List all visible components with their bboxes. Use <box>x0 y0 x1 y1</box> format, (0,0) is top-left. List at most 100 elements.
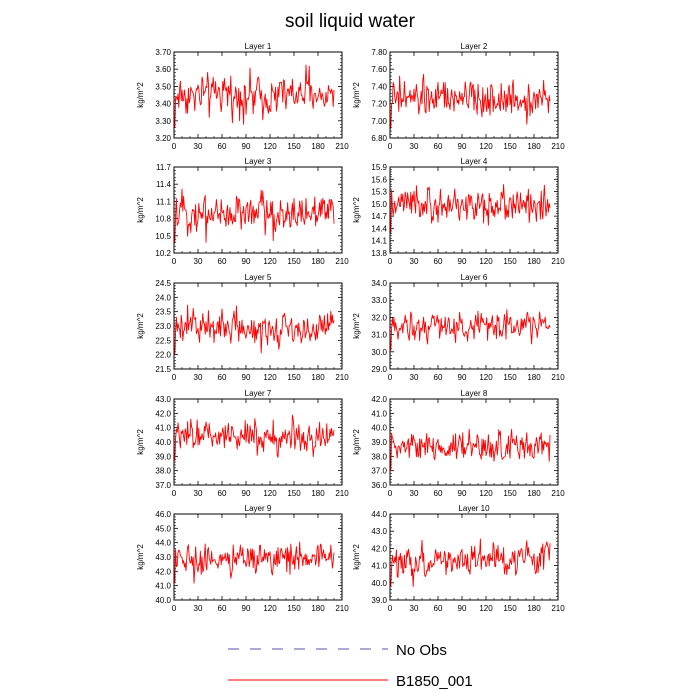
x-tick-label: 150 <box>503 142 517 151</box>
y-tick-label: 3.60 <box>155 65 171 74</box>
y-tick-label: 10.2 <box>155 249 171 258</box>
y-tick-label: 23.0 <box>155 322 171 331</box>
y-tick-label: 15.3 <box>371 188 387 197</box>
plot-frame <box>173 166 343 254</box>
x-tick-label: 210 <box>335 373 349 382</box>
y-tick-label: 7.60 <box>371 65 387 74</box>
x-tick-label: 0 <box>172 142 177 151</box>
y-tick-label: 29.0 <box>371 365 387 374</box>
x-tick-label: 120 <box>263 257 277 266</box>
x-tick-label: 120 <box>479 373 493 382</box>
x-tick-label: 30 <box>410 373 419 382</box>
y-tick-label: 33.0 <box>371 296 387 305</box>
panel-layer-3: Layer 3 kg/m^2 0 30 60 90 120 150 180 210 10.2 10.5… <box>136 157 349 266</box>
series-line-b1850-001 <box>390 73 551 129</box>
y-tick-label: 42.0 <box>155 567 171 576</box>
panel-layer-4: Layer 4 kg/m^2 0 30 60 90 120 150 180 210 13.8 14.1… <box>352 157 565 266</box>
x-tick-label: 60 <box>434 373 443 382</box>
y-tick-label: 13.8 <box>371 249 387 258</box>
x-tick-label: 210 <box>335 257 349 266</box>
x-tick-label: 150 <box>287 142 301 151</box>
x-tick-label: 210 <box>551 489 565 498</box>
y-tick-label: 45.0 <box>155 524 171 533</box>
x-tick-label: 180 <box>311 373 325 382</box>
x-tick-label: 150 <box>503 604 517 613</box>
x-tick-label: 30 <box>410 142 419 151</box>
x-tick-label: 150 <box>287 257 301 266</box>
x-tick-label: 90 <box>458 373 467 382</box>
x-tick-label: 0 <box>172 604 177 613</box>
x-tick-label: 30 <box>194 604 203 613</box>
y-tick-label: 42.0 <box>371 544 387 553</box>
plot-frame <box>389 513 559 601</box>
x-tick-label: 120 <box>479 142 493 151</box>
y-tick-label: 7.80 <box>371 48 387 57</box>
y-tick-label: 3.30 <box>155 117 171 126</box>
x-tick-label: 0 <box>172 257 177 266</box>
y-tick-label: 3.70 <box>155 48 171 57</box>
legend-label-b1850: B1850_001 <box>396 673 473 690</box>
series-line-b1850-001 <box>390 538 551 587</box>
panel-title: Layer 9 <box>245 504 272 513</box>
y-tick-label: 14.1 <box>371 237 387 246</box>
y-tick-label: 3.50 <box>155 82 171 91</box>
y-tick-label: 46.0 <box>155 510 171 519</box>
panel-title: Layer 10 <box>458 504 490 513</box>
y-tick-label: 39.0 <box>371 438 387 447</box>
y-tick-label: 7.00 <box>371 117 387 126</box>
x-tick-label: 180 <box>527 489 541 498</box>
x-tick-label: 90 <box>242 142 251 151</box>
series-line-b1850-001 <box>174 64 335 128</box>
x-tick-label: 30 <box>194 142 203 151</box>
x-tick-label: 180 <box>527 142 541 151</box>
y-tick-label: 37.0 <box>371 467 387 476</box>
plot-frame <box>389 166 559 254</box>
y-tick-label: 10.8 <box>155 215 171 224</box>
x-tick-label: 60 <box>218 373 227 382</box>
y-tick-label: 41.0 <box>371 409 387 418</box>
legend-label-no-obs: No Obs <box>396 642 447 659</box>
x-tick-label: 150 <box>503 257 517 266</box>
y-tick-label: 44.0 <box>155 539 171 548</box>
y-tick-label: 40.0 <box>371 424 387 433</box>
x-tick-label: 120 <box>263 604 277 613</box>
x-tick-label: 210 <box>551 604 565 613</box>
y-axis-label: kg/m^2 <box>352 429 361 455</box>
y-tick-label: 41.0 <box>155 582 171 591</box>
y-tick-label: 14.4 <box>371 224 387 233</box>
x-tick-label: 150 <box>287 373 301 382</box>
x-tick-label: 60 <box>218 604 227 613</box>
x-tick-label: 210 <box>551 142 565 151</box>
y-tick-label: 41.0 <box>155 424 171 433</box>
panel-layer-7: Layer 7 kg/m^2 0 30 60 90 120 150 180 210 37.0 38.0… <box>136 389 349 498</box>
x-tick-label: 120 <box>479 489 493 498</box>
y-tick-label: 14.7 <box>371 212 387 221</box>
panel-title: Layer 6 <box>461 273 488 282</box>
y-tick-label: 7.20 <box>371 100 387 109</box>
y-tick-label: 43.0 <box>155 553 171 562</box>
y-axis-label: kg/m^2 <box>136 197 145 223</box>
x-tick-label: 120 <box>263 142 277 151</box>
x-tick-label: 0 <box>388 373 393 382</box>
panel-layer-9: Layer 9 kg/m^2 0 30 60 90 120 150 180 210 40.0 41.0… <box>136 504 349 613</box>
y-axis-label: kg/m^2 <box>352 313 361 339</box>
x-tick-label: 210 <box>551 373 565 382</box>
panel-title: Layer 7 <box>245 389 272 398</box>
y-tick-label: 22.0 <box>155 351 171 360</box>
x-tick-label: 180 <box>311 489 325 498</box>
y-tick-label: 36.0 <box>371 481 387 490</box>
y-tick-label: 44.0 <box>371 510 387 519</box>
y-tick-label: 15.0 <box>371 200 387 209</box>
x-tick-label: 180 <box>527 604 541 613</box>
x-tick-label: 150 <box>287 604 301 613</box>
x-tick-label: 0 <box>388 489 393 498</box>
x-tick-label: 60 <box>218 257 227 266</box>
y-tick-label: 38.0 <box>155 467 171 476</box>
y-axis-label: kg/m^2 <box>136 313 145 339</box>
x-tick-label: 0 <box>388 257 393 266</box>
y-tick-label: 10.5 <box>155 232 171 241</box>
panel-layer-10: Layer 10 kg/m^2 0 30 60 90 120 150 180 210 39.0 40.… <box>352 504 565 613</box>
y-tick-label: 6.80 <box>371 134 387 143</box>
y-tick-label: 11.7 <box>156 163 172 172</box>
